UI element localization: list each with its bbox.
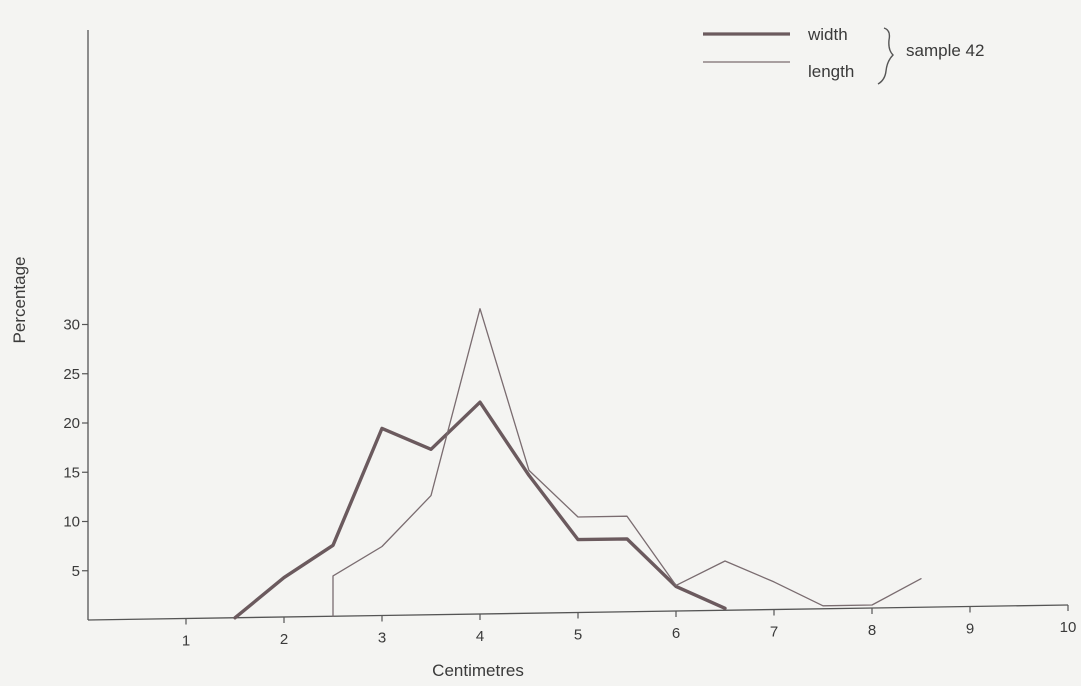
x-tick-label: 9	[966, 621, 974, 638]
x-tick-label: 3	[378, 630, 386, 647]
y-tick-label: 30	[63, 317, 80, 334]
legend-brace	[877, 27, 894, 85]
series-line-width	[233, 400, 727, 620]
series-line-length	[332, 308, 922, 617]
x-axis-title: Centimetres	[432, 661, 524, 680]
x-tick-label: 10	[1060, 619, 1077, 636]
y-tick-label: 5	[72, 563, 80, 580]
x-tick-label: 1	[182, 633, 190, 650]
legend-label-width: width	[807, 25, 848, 44]
x-tick-label: 6	[672, 625, 680, 642]
legend-group-label: sample 42	[906, 41, 984, 60]
x-tick-label: 8	[868, 622, 876, 639]
y-tick-label: 10	[63, 514, 80, 531]
plot-area: 5 10 15 20 25 30 1 2 3 4 5 6 7 8 9 10	[63, 30, 1076, 650]
x-axis-ticks: 1 2 3 4 5 6 7 8 9 10	[182, 605, 1077, 650]
legend-label-length: length	[808, 62, 854, 81]
y-tick-label: 20	[63, 415, 80, 432]
y-tick-label: 15	[63, 464, 80, 481]
y-axis-ticks: 5 10 15 20 25 30	[63, 317, 88, 580]
legend: width length sample 42	[703, 25, 984, 85]
y-tick-label: 25	[63, 366, 80, 383]
x-tick-label: 5	[574, 627, 582, 644]
y-axis-title: Percentage	[10, 257, 29, 344]
x-tick-label: 7	[770, 624, 778, 641]
series-lines	[233, 308, 922, 620]
x-tick-label: 2	[280, 631, 288, 648]
x-tick-label: 4	[476, 628, 484, 645]
